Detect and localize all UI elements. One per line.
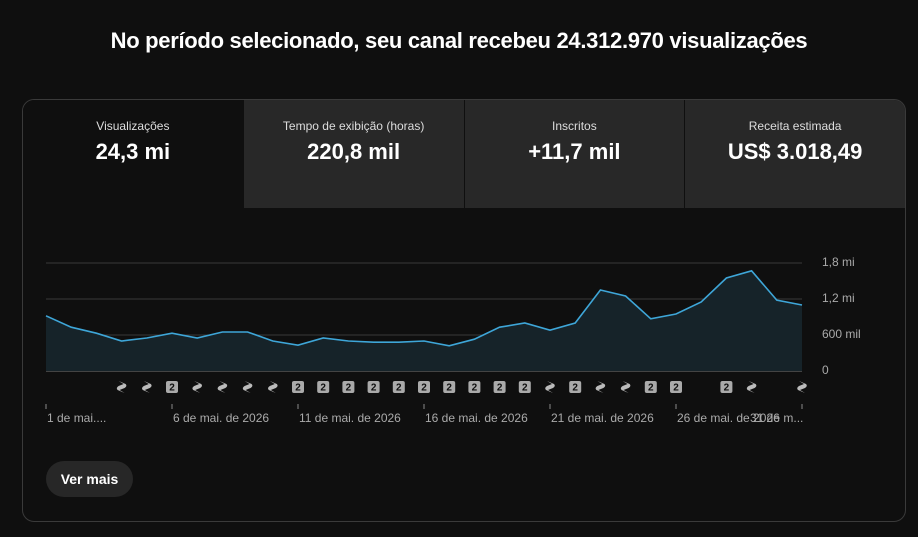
badge	[518, 381, 531, 393]
badge-label: 2	[673, 383, 679, 394]
shorts-icon	[192, 381, 202, 393]
shorts-shape	[116, 381, 127, 393]
see-more-button[interactable]: Ver mais	[46, 461, 133, 497]
shorts-shape	[192, 381, 202, 393]
shorts-shape	[620, 381, 631, 393]
shorts-shape	[545, 381, 555, 393]
shorts-icon	[242, 381, 253, 393]
x-tick-label: 21 de mai. de 2026	[551, 411, 654, 425]
badge	[569, 381, 582, 393]
badge	[317, 381, 330, 393]
page-title: No período selecionado, seu canal recebe…	[110, 28, 808, 53]
badge	[644, 381, 657, 393]
shorts-icon	[620, 381, 631, 393]
x-tick-label: 11 de mai. de 2026	[299, 411, 401, 425]
tab[interactable]: Inscritos +11,7 mil	[463, 100, 685, 208]
shorts-icon	[142, 381, 152, 393]
tab[interactable]: Receita estimada US$ 3.018,49	[684, 100, 905, 208]
badge	[392, 381, 405, 393]
tab-label: Receita estimada	[748, 119, 842, 133]
shorts-icon	[746, 381, 757, 393]
shorts-shape	[595, 381, 606, 393]
tab-value: 24,3 mi	[95, 139, 171, 164]
line	[45, 269, 803, 347]
badge-label: 2	[396, 383, 402, 394]
x-tick-label: 26 de mai. de 2026	[677, 411, 780, 425]
badge-label: 2	[472, 383, 478, 394]
badge	[720, 381, 733, 393]
badge-label: 2	[724, 383, 730, 394]
x-tick-label: 31 de m...	[750, 411, 803, 425]
shorts-icon	[217, 381, 228, 393]
badge-label: 2	[169, 383, 175, 394]
tab-label: Inscritos	[552, 119, 597, 133]
badge	[670, 381, 682, 393]
shorts-icon	[545, 381, 555, 393]
badge-label: 2	[446, 383, 452, 394]
shorts-icon	[797, 381, 807, 393]
shorts-icon	[116, 381, 127, 393]
tab-value: US$ 3.018,49	[727, 139, 863, 164]
tabs: Visualizações 24,3 mi Tempo de exibição (…	[23, 100, 905, 208]
badge-label: 2	[346, 383, 352, 394]
y-tick-label: 0	[822, 363, 829, 377]
shorts-shape	[242, 381, 253, 393]
badge-label: 2	[572, 383, 578, 394]
shorts-shape	[268, 381, 278, 393]
tab-label: Tempo de exibição (horas)	[282, 119, 425, 133]
badge-label: 2	[421, 383, 427, 394]
badge	[493, 381, 506, 393]
badge	[443, 381, 456, 393]
shorts-shape	[746, 381, 757, 393]
badge-label: 2	[522, 383, 528, 394]
badge-label: 2	[371, 383, 377, 394]
badge-label: 2	[648, 383, 654, 394]
badge	[166, 381, 178, 393]
x-tick-label: 1 de mai....	[47, 411, 106, 425]
badge	[468, 381, 481, 393]
tab[interactable]: Visualizações 24,3 mi	[23, 100, 243, 208]
area	[46, 270, 802, 371]
badge-label: 2	[295, 383, 301, 394]
shorts-shape	[217, 381, 228, 393]
shorts-shape	[797, 381, 807, 393]
y-tick-label: 1,8 mi	[822, 255, 855, 269]
badge	[292, 381, 304, 393]
tab-value: +11,7 mil	[528, 139, 621, 164]
shorts-shape	[142, 381, 152, 393]
badge	[418, 381, 430, 393]
y-tick-label: 600 mil	[822, 327, 861, 341]
x-tick-label: 16 de mai. de 2026	[425, 411, 528, 425]
badge-label: 2	[497, 383, 503, 394]
y-tick-label: 1,2 mi	[822, 291, 855, 305]
card: Visualizações 24,3 mi Tempo de exibição (…	[22, 99, 906, 522]
badge	[342, 381, 355, 393]
x-tick-label: 6 de mai. de 2026	[173, 411, 269, 425]
tab-label: Visualizações	[96, 119, 170, 133]
tab[interactable]: Tempo de exibição (horas) 220,8 mil	[242, 100, 464, 208]
tab-value: 220,8 mil	[307, 139, 401, 164]
badge-label: 2	[320, 383, 326, 394]
shorts-icon	[595, 381, 606, 393]
badge	[367, 381, 380, 393]
shorts-icon	[268, 381, 278, 393]
